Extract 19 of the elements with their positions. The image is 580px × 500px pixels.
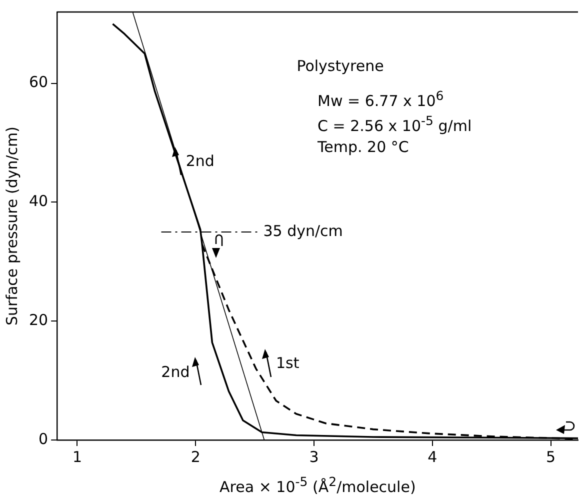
x-tick-label: 1 xyxy=(72,448,82,466)
x-tick-label: 4 xyxy=(428,448,438,466)
y-tick-label: 0 xyxy=(38,430,48,448)
annotation: 2nd xyxy=(161,362,190,380)
annotation: 2nd xyxy=(186,152,214,170)
annotation: C = 2.56 x 10$^{-5}$ g/ml xyxy=(318,113,472,135)
annotation: Temp. 20 °C xyxy=(318,138,409,156)
y-axis-title: Surface pressure (dyn/cm) xyxy=(2,126,21,326)
x-axis-title: Area × 10$^{-5}$ (Å$^{2}$/molecule) xyxy=(220,474,416,496)
x-tick-label: 5 xyxy=(546,448,556,466)
annotation: Polystyrene xyxy=(296,57,384,75)
annotation: Mw = 6.77 x 10$^{6}$ xyxy=(318,88,444,110)
y-tick-label: 40 xyxy=(28,192,48,210)
y-tick-label: 60 xyxy=(28,73,48,92)
x-tick-label: 2 xyxy=(190,448,200,466)
ref-line-label: 35 dyn/cm xyxy=(263,222,343,240)
y-tick-label: 20 xyxy=(28,311,48,329)
annotation: 1st xyxy=(276,354,300,372)
x-tick-label: 3 xyxy=(309,448,319,466)
